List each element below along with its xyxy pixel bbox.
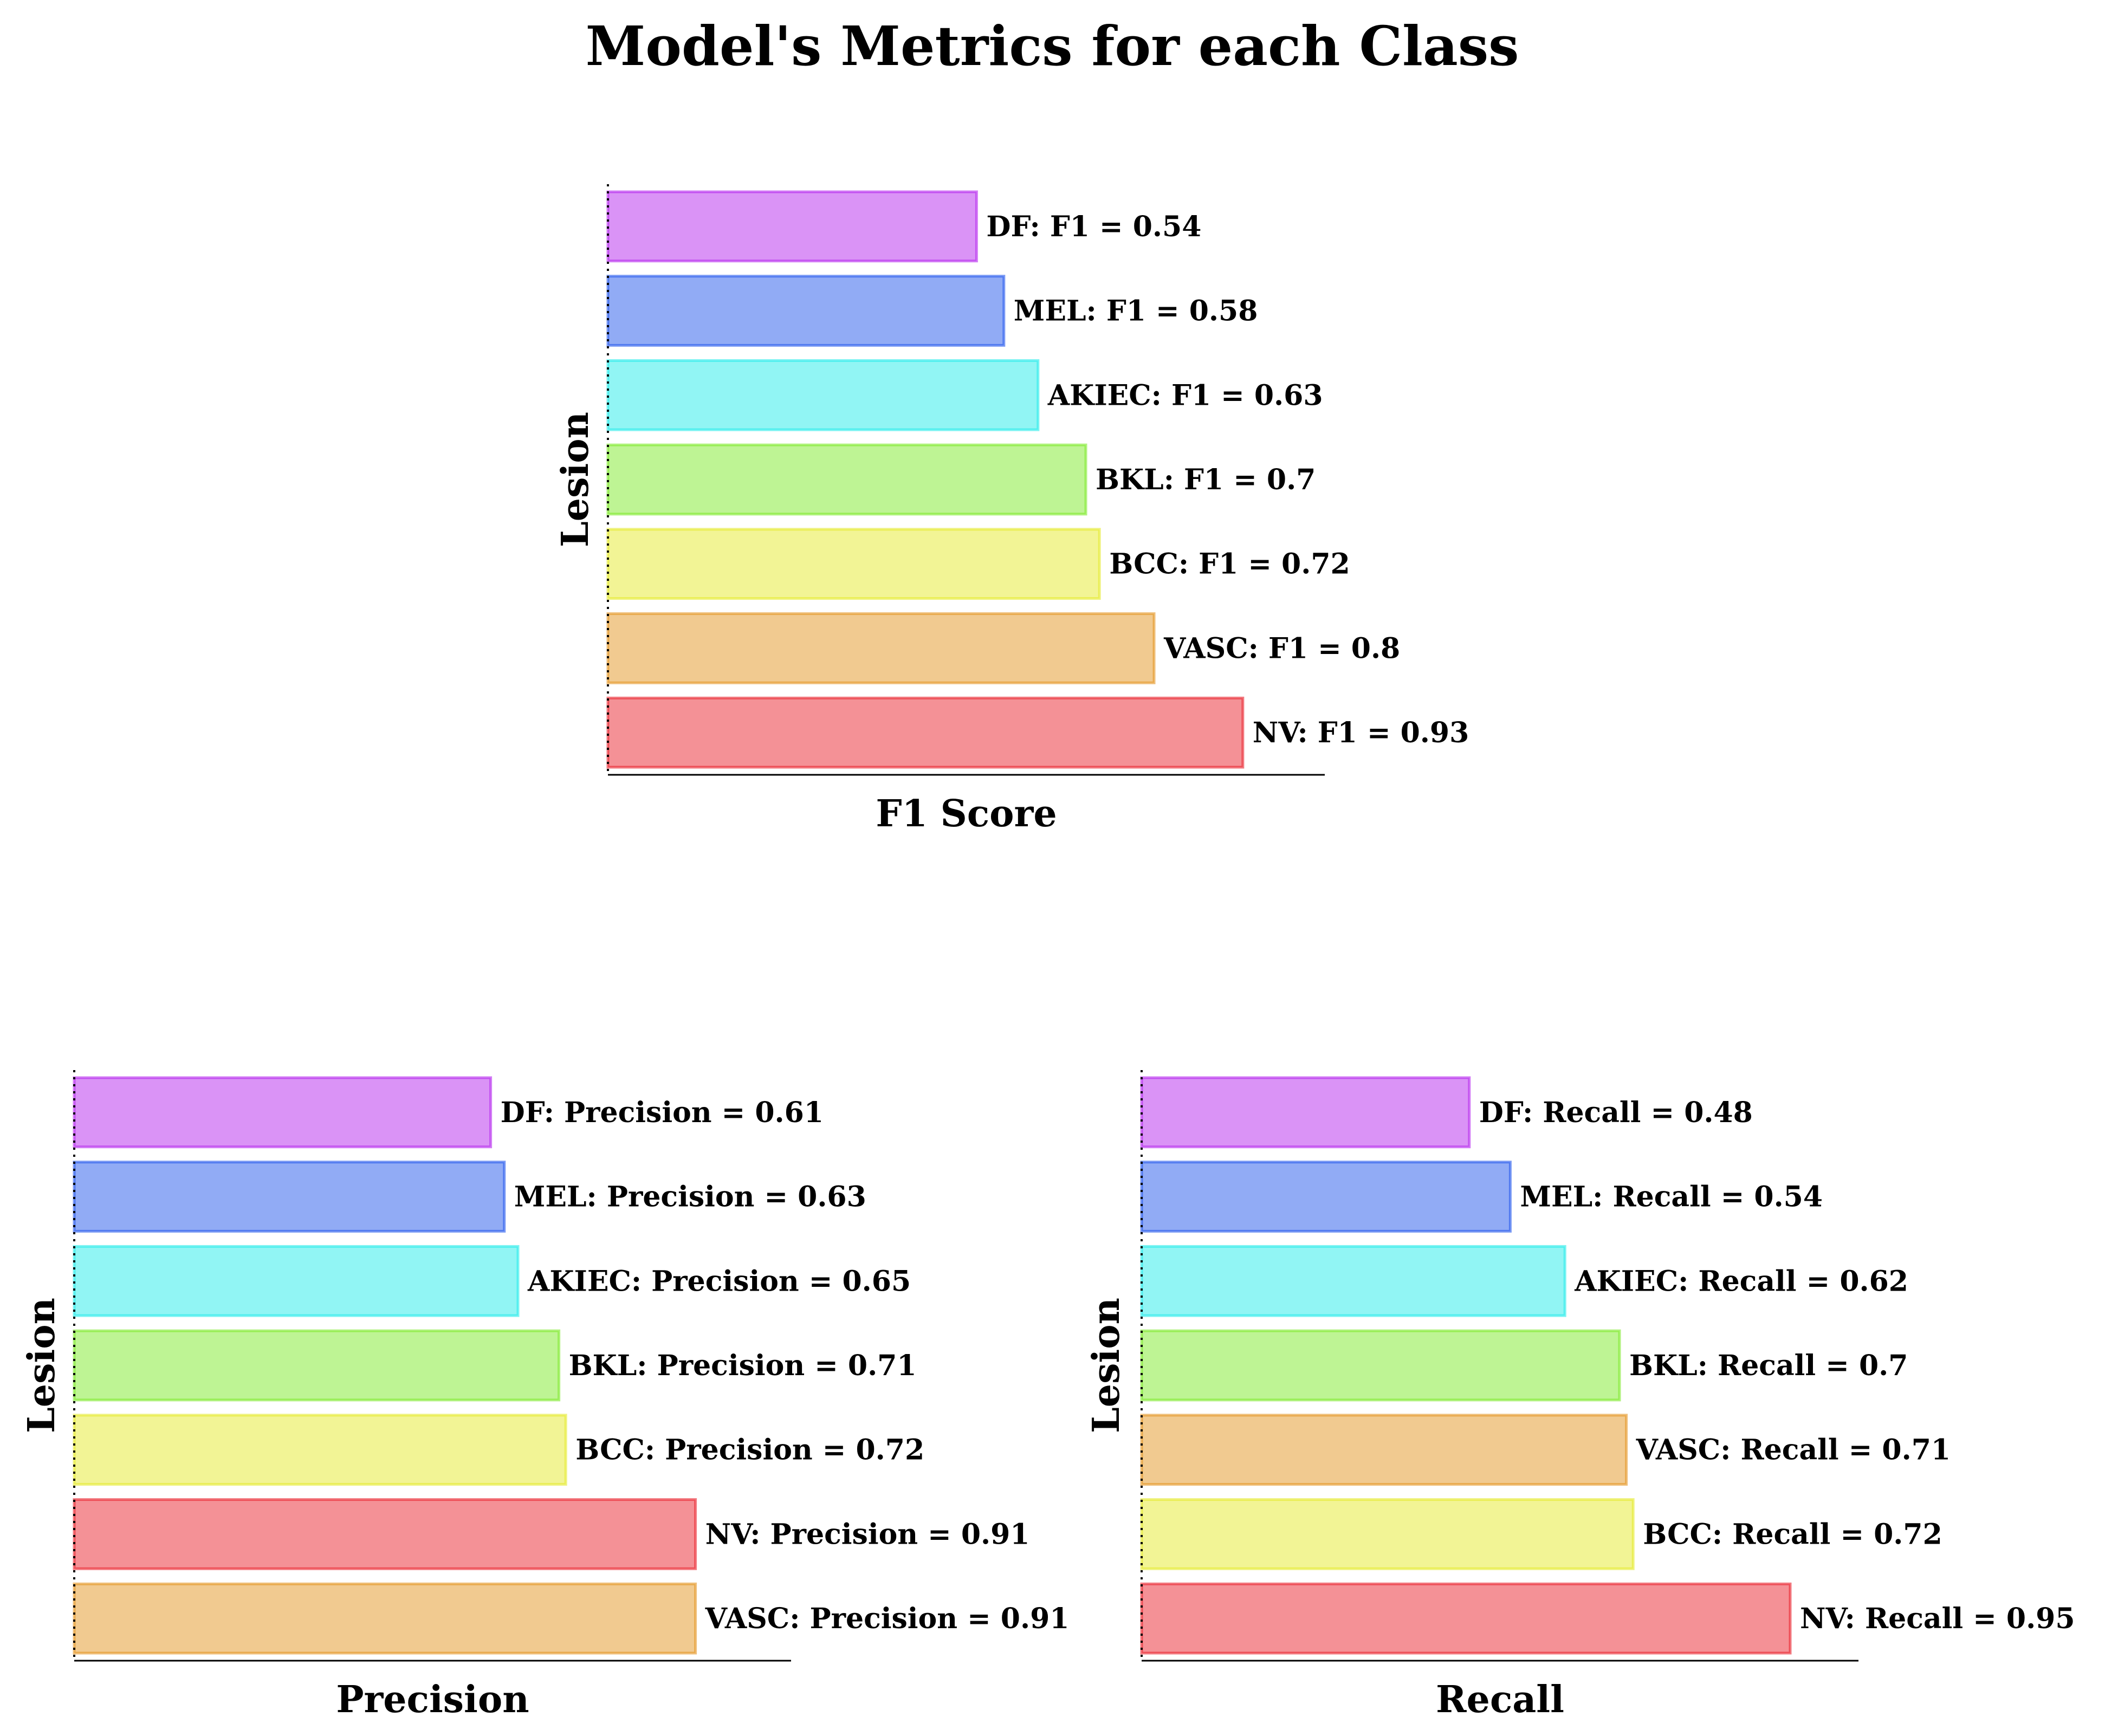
precision-bar-bkl bbox=[73, 1329, 561, 1402]
recall-bar-mel bbox=[1140, 1161, 1512, 1233]
recall-bar-bcc bbox=[1140, 1498, 1635, 1570]
figure-title: Model's Metrics for each Class bbox=[586, 14, 1519, 78]
f1-bar-label-nv: NV: F1 = 0.93 bbox=[1253, 716, 1469, 749]
f1-bar-label-akiec: AKIEC: F1 = 0.63 bbox=[1047, 379, 1323, 412]
precision-bar-df bbox=[73, 1076, 493, 1149]
f1-bar-mel bbox=[606, 275, 1006, 347]
recall-bar-vasc bbox=[1140, 1414, 1628, 1486]
precision-x-axis-label: Precision bbox=[336, 1678, 529, 1721]
precision-bar-label-nv: NV: Precision = 0.91 bbox=[705, 1518, 1030, 1551]
recall-bar-label-vasc: VASC: Recall = 0.71 bbox=[1636, 1434, 1951, 1467]
f1-bar-bcc bbox=[606, 528, 1101, 600]
f1-bar-label-bkl: BKL: F1 = 0.7 bbox=[1096, 463, 1316, 496]
precision-bar-bcc bbox=[73, 1414, 567, 1486]
f1-bar-df bbox=[606, 190, 978, 263]
precision-bar-label-akiec: AKIEC: Precision = 0.65 bbox=[527, 1265, 911, 1298]
f1-bar-akiec bbox=[606, 359, 1040, 431]
precision-y-axis-label: Lesion bbox=[20, 1298, 63, 1433]
f1-y-axis-label: Lesion bbox=[554, 412, 597, 547]
f1-bar-label-bcc: BCC: F1 = 0.72 bbox=[1109, 548, 1350, 581]
f1-bar-bkl bbox=[606, 443, 1087, 516]
recall-bar-df bbox=[1140, 1076, 1471, 1149]
precision-bar-vasc bbox=[73, 1582, 697, 1655]
recall-bar-bkl bbox=[1140, 1329, 1621, 1402]
f1-bar-label-mel: MEL: F1 = 0.58 bbox=[1014, 295, 1258, 328]
recall-y-axis-label: Lesion bbox=[1085, 1298, 1128, 1433]
precision-bar-label-vasc: VASC: Precision = 0.91 bbox=[705, 1602, 1070, 1635]
precision-bar-label-mel: MEL: Precision = 0.63 bbox=[514, 1181, 866, 1214]
recall-bar-label-nv: NV: Recall = 0.95 bbox=[1800, 1602, 2075, 1635]
f1-score-chart: NV: F1 = 0.93 VASC: F1 = 0.8 BCC: F1 = 0.7… bbox=[554, 184, 1469, 835]
f1-bar-label-df: DF: F1 = 0.54 bbox=[986, 210, 1201, 243]
recall-chart: NV: Recall = 0.95 BCC: Recall = 0.72 VASC:… bbox=[1085, 1070, 2075, 1721]
recall-bar-label-df: DF: Recall = 0.48 bbox=[1479, 1096, 1753, 1129]
precision-bar-akiec bbox=[73, 1245, 520, 1317]
f1-bar-vasc bbox=[606, 612, 1156, 684]
recall-bar-label-akiec: AKIEC: Recall = 0.62 bbox=[1574, 1265, 1908, 1298]
precision-bar-nv bbox=[73, 1498, 697, 1570]
f1-bar-label-vasc: VASC: F1 = 0.8 bbox=[1163, 632, 1400, 665]
f1-x-axis-label: F1 Score bbox=[876, 792, 1057, 835]
f1-bar-nv bbox=[606, 696, 1245, 769]
precision-bar-label-bcc: BCC: Precision = 0.72 bbox=[575, 1434, 924, 1467]
recall-bar-nv bbox=[1140, 1582, 1792, 1655]
recall-bar-label-mel: MEL: Recall = 0.54 bbox=[1520, 1181, 1823, 1214]
precision-bar-mel bbox=[73, 1161, 506, 1233]
recall-bar-label-bkl: BKL: Recall = 0.7 bbox=[1629, 1349, 1908, 1382]
recall-bar-akiec bbox=[1140, 1245, 1566, 1317]
precision-bar-label-bkl: BKL: Precision = 0.71 bbox=[569, 1349, 917, 1382]
recall-bar-label-bcc: BCC: Recall = 0.72 bbox=[1643, 1518, 1942, 1551]
recall-x-axis-label: Recall bbox=[1436, 1678, 1564, 1721]
precision-bar-label-df: DF: Precision = 0.61 bbox=[501, 1096, 824, 1129]
precision-chart: VASC: Precision = 0.91 NV: Precision = 0.… bbox=[20, 1070, 1069, 1721]
